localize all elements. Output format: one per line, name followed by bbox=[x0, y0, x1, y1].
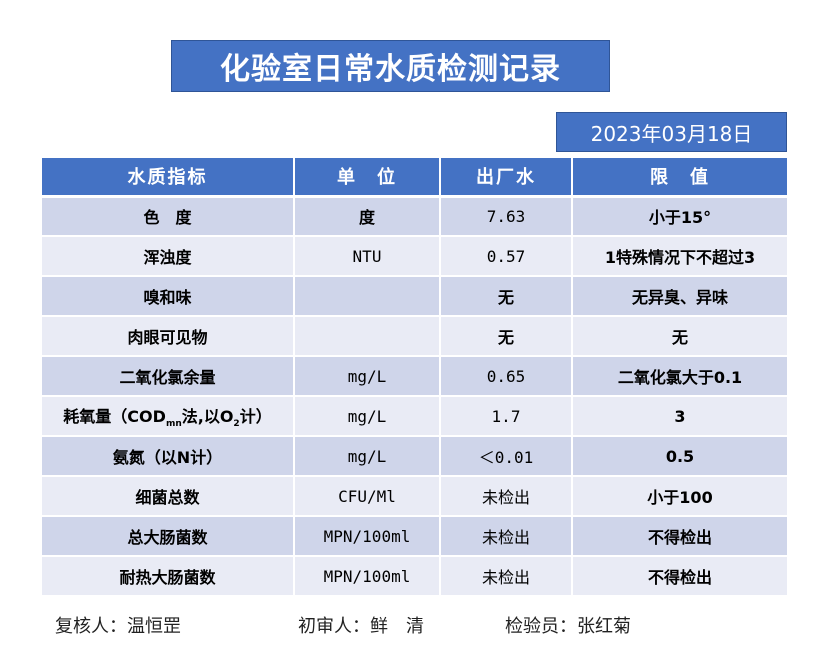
cell-limit: 3 bbox=[572, 396, 787, 437]
header-indicator: 水质指标 bbox=[42, 158, 295, 198]
cell-factory-water: ＜0.01 bbox=[440, 436, 573, 477]
cell-factory-water: 7.63 bbox=[440, 196, 573, 237]
cell-limit: 小于100 bbox=[572, 476, 787, 517]
water-quality-table: 水质指标 单 位 出厂水 限 值 色 度 度 7.63 小于15° 浑浊度 NT… bbox=[42, 158, 787, 597]
cell-factory-water: 未检出 bbox=[440, 556, 573, 597]
cell-unit: MPN/100ml bbox=[294, 516, 441, 557]
cell-unit: mg/L bbox=[294, 436, 441, 477]
table-row: 二氧化氯余量 mg/L 0.65 二氧化氯大于0.1 bbox=[42, 356, 787, 397]
cell-factory-water: 1.7 bbox=[440, 396, 573, 437]
cell-factory-water: 未检出 bbox=[440, 516, 573, 557]
cell-factory-water: 0.65 bbox=[440, 356, 573, 397]
header-unit: 单 位 bbox=[294, 158, 441, 198]
reviewer-signature: 复核人：温恒罡 bbox=[55, 616, 181, 637]
cell-unit: MPN/100ml bbox=[294, 556, 441, 597]
indicator-text-pre: 耗氧量（COD bbox=[63, 406, 166, 426]
table-row: 肉眼可见物 无 无 bbox=[42, 316, 787, 357]
cell-factory-water: 无 bbox=[440, 316, 573, 357]
table-row: 浑浊度 NTU 0.57 1特殊情况下不超过3 bbox=[42, 236, 787, 277]
indicator-text-mid: 法,以O bbox=[181, 406, 234, 426]
cell-factory-water: 未检出 bbox=[440, 476, 573, 517]
cell-limit: 0.5 bbox=[572, 436, 787, 477]
cell-limit: 1特殊情况下不超过3 bbox=[572, 236, 787, 277]
cell-indicator: 氨氮（以N计） bbox=[42, 436, 295, 477]
cell-indicator: 色 度 bbox=[42, 196, 295, 237]
cell-indicator: 耗氧量（CODmn法,以O2计） bbox=[42, 396, 295, 437]
cell-indicator: 总大肠菌数 bbox=[42, 516, 295, 557]
indicator-text-post: 计） bbox=[239, 406, 272, 426]
cell-indicator: 二氧化氯余量 bbox=[42, 356, 295, 397]
cell-indicator: 肉眼可见物 bbox=[42, 316, 295, 357]
cell-limit: 二氧化氯大于0.1 bbox=[572, 356, 787, 397]
cell-indicator: 嗅和味 bbox=[42, 276, 295, 317]
cell-factory-water: 无 bbox=[440, 276, 573, 317]
cell-indicator: 浑浊度 bbox=[42, 236, 295, 277]
cell-limit: 无 bbox=[572, 316, 787, 357]
preliminary-reviewer-signature: 初审人：鲜 清 bbox=[298, 616, 424, 637]
cell-unit: NTU bbox=[294, 236, 441, 277]
table-row: 总大肠菌数 MPN/100ml 未检出 不得检出 bbox=[42, 516, 787, 557]
header-factory-water: 出厂水 bbox=[440, 158, 573, 198]
indicator-subscript-mn: mn bbox=[165, 419, 182, 430]
cell-limit: 无异臭、异味 bbox=[572, 276, 787, 317]
table-row: 细菌总数 CFU/Ml 未检出 小于100 bbox=[42, 476, 787, 517]
cell-unit: mg/L bbox=[294, 396, 441, 437]
table-row: 耗氧量（CODmn法,以O2计） mg/L 1.7 3 bbox=[42, 396, 787, 437]
cell-limit: 不得检出 bbox=[572, 516, 787, 557]
indicator-subscript-2: 2 bbox=[233, 419, 240, 430]
table-row: 嗅和味 无 无异臭、异味 bbox=[42, 276, 787, 317]
cell-limit: 小于15° bbox=[572, 196, 787, 237]
cell-indicator: 耐热大肠菌数 bbox=[42, 556, 295, 597]
header-limit: 限 值 bbox=[572, 158, 787, 198]
table-row: 色 度 度 7.63 小于15° bbox=[42, 196, 787, 237]
cell-indicator: 细菌总数 bbox=[42, 476, 295, 517]
cell-unit: mg/L bbox=[294, 356, 441, 397]
cell-limit: 不得检出 bbox=[572, 556, 787, 597]
cell-unit: CFU/Ml bbox=[294, 476, 441, 517]
cell-unit bbox=[294, 276, 441, 317]
table-row: 氨氮（以N计） mg/L ＜0.01 0.5 bbox=[42, 436, 787, 477]
cell-unit bbox=[294, 316, 441, 357]
table-header-row: 水质指标 单 位 出厂水 限 值 bbox=[42, 158, 787, 198]
cell-unit: 度 bbox=[294, 196, 441, 237]
inspector-signature: 检验员：张红菊 bbox=[505, 616, 631, 637]
record-date: 2023年03月18日 bbox=[556, 112, 787, 152]
cell-factory-water: 0.57 bbox=[440, 236, 573, 277]
page-title: 化验室日常水质检测记录 bbox=[171, 40, 610, 92]
table-row: 耐热大肠菌数 MPN/100ml 未检出 不得检出 bbox=[42, 556, 787, 597]
